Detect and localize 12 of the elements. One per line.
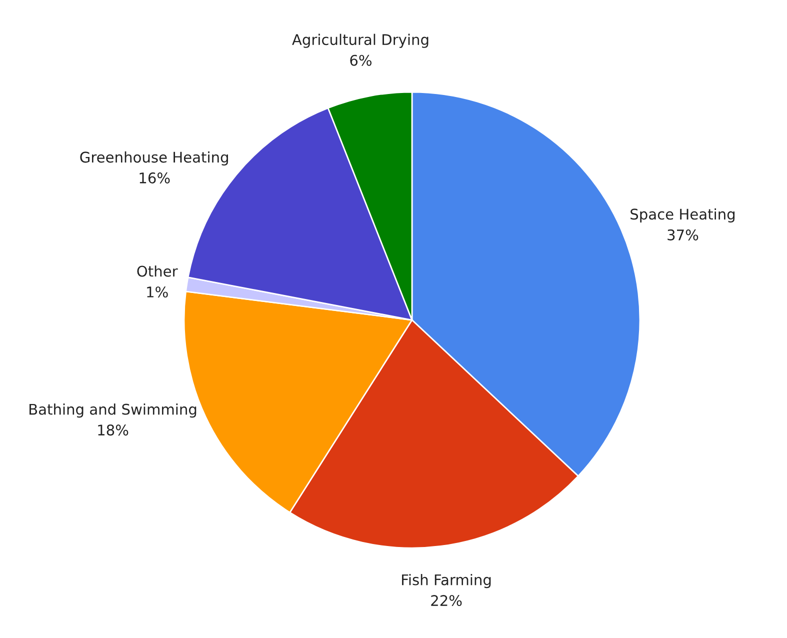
data-label: 37% [668,229,698,240]
data-label: 16% [140,172,170,184]
slice-label: Fish Farming [402,574,491,588]
slice-label: Bathing and Swimming [30,404,196,418]
data-label: 18% [98,424,128,436]
data-label: 1% [147,286,168,298]
slice-label: Greenhouse Heating [80,151,228,166]
slice-label: Other [137,265,178,277]
data-label: 22% [431,595,462,606]
data-label: 6% [350,54,372,66]
slice-label: Agricultural Drying [292,34,428,48]
slice-label: Space Heating [630,208,735,223]
